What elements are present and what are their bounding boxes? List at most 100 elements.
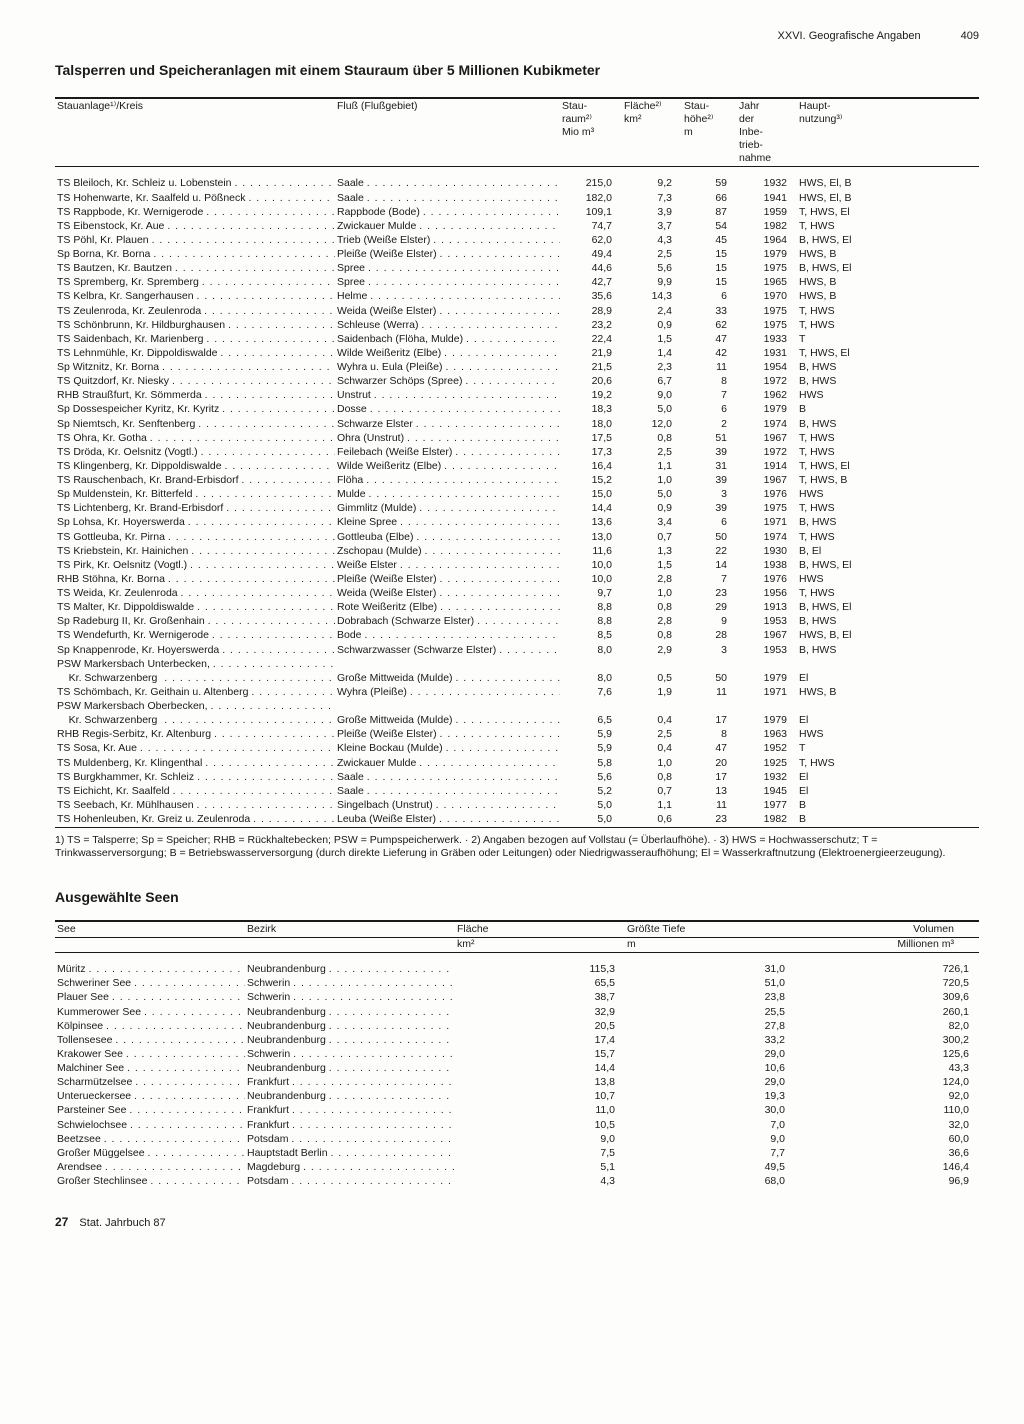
table-cell: 25,5 xyxy=(625,1005,795,1019)
table-row: Parsteiner See Frankfurt 11,030,0110,0 xyxy=(55,1104,979,1118)
table-cell: TS Bautzen, Kr. Bautzen xyxy=(55,262,335,276)
table-cell: Schwerin xyxy=(245,1047,455,1061)
table-cell: Dobrabach (Schwarze Elster) xyxy=(335,615,560,629)
table-cell: 1,0 xyxy=(622,756,682,770)
table-row: TS Saidenbach, Kr. Marienberg Saidenbach… xyxy=(55,332,979,346)
table-cell: 1967 xyxy=(737,431,797,445)
table-cell: B, HWS, El xyxy=(797,601,979,615)
table-cell: 9,9 xyxy=(622,276,682,290)
table-cell: B xyxy=(797,813,979,827)
table-cell: 50 xyxy=(682,530,737,544)
table-cell: 1967 xyxy=(737,474,797,488)
table-cell: Rappbode (Bode) xyxy=(335,205,560,219)
table-cell: Schwielochsee xyxy=(55,1118,245,1132)
table-cell: B, HWS xyxy=(797,417,979,431)
table-cell: 29,0 xyxy=(625,1076,795,1090)
table-cell: 7,3 xyxy=(622,191,682,205)
table-row: Arendsee Magdeburg 5,149,5146,4 xyxy=(55,1160,979,1174)
table-cell: Pleiße (Weiße Elster) xyxy=(335,728,560,742)
table-cell: 32,0 xyxy=(795,1118,979,1132)
table-cell: Kleine Bockau (Mulde) xyxy=(335,742,560,756)
table-row: Sp Knappenrode, Kr. Hoyerswerda Schwarzw… xyxy=(55,643,979,657)
table-cell: HWS xyxy=(797,488,979,502)
table-cell: Sp Muldenstein, Kr. Bitterfeld xyxy=(55,488,335,502)
table-cell: Unstrut xyxy=(335,389,560,403)
col-lflaeche-u: km² xyxy=(455,938,625,952)
table-cell: 1945 xyxy=(737,784,797,798)
table-cell: Schleuse (Werra) xyxy=(335,318,560,332)
table-cell: El xyxy=(797,714,979,728)
table-cell: 96,9 xyxy=(795,1175,979,1189)
table-cell: 11 xyxy=(682,798,737,812)
table-cell: 1932 xyxy=(737,177,797,191)
table-cell: Spree xyxy=(335,262,560,276)
table-cell: 21,9 xyxy=(560,346,622,360)
table-cell: 59 xyxy=(682,177,737,191)
table-cell: 8,5 xyxy=(560,629,622,643)
table-row: Schwielochsee Frankfurt 10,57,032,0 xyxy=(55,1118,979,1132)
table-cell: 92,0 xyxy=(795,1090,979,1104)
table-cell: 1975 xyxy=(737,262,797,276)
table-cell: B xyxy=(797,798,979,812)
col-anlage: Stauanlage¹⁾/Kreis xyxy=(55,99,335,166)
table-cell: 9,0 xyxy=(625,1132,795,1146)
table-cell: Bode xyxy=(335,629,560,643)
table-cell: PSW Markersbach Unterbecken, xyxy=(55,657,335,671)
table-cell: B, HWS, El xyxy=(797,558,979,572)
table-row: Kummerower See Neubrandenburg 32,925,526… xyxy=(55,1005,979,1019)
table-row: TS Hohenwarte, Kr. Saalfeld u. Pößneck S… xyxy=(55,191,979,205)
table-cell: Sp Knappenrode, Kr. Hoyerswerda xyxy=(55,643,335,657)
table-row: Müritz Neubrandenburg 115,331,0726,1 xyxy=(55,963,979,977)
table-cell: 1972 xyxy=(737,445,797,459)
table-cell: 5,6 xyxy=(622,262,682,276)
table-cell: 10,5 xyxy=(455,1118,625,1132)
table-cell: 23 xyxy=(682,813,737,827)
table-cell: T xyxy=(797,742,979,756)
table-cell: Neubrandenburg xyxy=(245,963,455,977)
table-cell: HWS xyxy=(797,389,979,403)
table-cell: 68,0 xyxy=(625,1175,795,1189)
col-tiefe: Größte Tiefe xyxy=(625,922,795,936)
table-cell: 3,7 xyxy=(622,219,682,233)
table-cell: Müritz xyxy=(55,963,245,977)
table-cell: 65,5 xyxy=(455,977,625,991)
table-cell: TS Zeulenroda, Kr. Zeulenroda xyxy=(55,304,335,318)
table-cell: 20 xyxy=(682,756,737,770)
table-cell: T, HWS xyxy=(797,304,979,318)
table-cell: B, HWS xyxy=(797,375,979,389)
table-cell: 0,8 xyxy=(622,770,682,784)
table-cell: Rote Weißeritz (Elbe) xyxy=(335,601,560,615)
table-cell: 9 xyxy=(682,615,737,629)
table-row: TS Eibenstock, Kr. Aue Zwickauer Mulde 7… xyxy=(55,219,979,233)
table-cell xyxy=(335,657,560,671)
table-cell: 21,5 xyxy=(560,361,622,375)
table-cell: Spree xyxy=(335,276,560,290)
table-cell: 54 xyxy=(682,219,737,233)
table-cell: B, HWS xyxy=(797,361,979,375)
table-cell: 7,7 xyxy=(625,1146,795,1160)
table-cell: 1,5 xyxy=(622,332,682,346)
table-cell: 1,1 xyxy=(622,459,682,473)
table-cell: 125,6 xyxy=(795,1047,979,1061)
table-cell: 0,7 xyxy=(622,530,682,544)
table-cell: HWS, B xyxy=(797,290,979,304)
table-cell: 5,0 xyxy=(622,403,682,417)
table-cell: 109,1 xyxy=(560,205,622,219)
table-cell: 31,0 xyxy=(625,963,795,977)
table-cell: TS Weida, Kr. Zeulenroda xyxy=(55,587,335,601)
table-row: Kr. Schwarzenberg Große Mittweida (Mulde… xyxy=(55,714,979,728)
table-cell: 182,0 xyxy=(560,191,622,205)
table-row: RHB Regis-Serbitz, Kr. Altenburg Pleiße … xyxy=(55,728,979,742)
table-row: TS Pöhl, Kr. Plauen Trieb (Weiße Elster)… xyxy=(55,233,979,247)
table-cell: 9,0 xyxy=(622,389,682,403)
table-cell: 31 xyxy=(682,459,737,473)
table-row: TS Dröda, Kr. Oelsnitz (Vogtl.) Feilebac… xyxy=(55,445,979,459)
table-cell: 0,7 xyxy=(622,784,682,798)
table-cell: TS Schönbrunn, Kr. Hildburghausen xyxy=(55,318,335,332)
table-cell: 2,9 xyxy=(622,643,682,657)
table-cell: TS Seebach, Kr. Mühlhausen xyxy=(55,798,335,812)
table-cell: 14,4 xyxy=(455,1062,625,1076)
table-cell: 11 xyxy=(682,685,737,699)
dams-footnote: 1) TS = Talsperre; Sp = Speicher; RHB = … xyxy=(55,834,979,861)
table-cell: 5,0 xyxy=(560,813,622,827)
